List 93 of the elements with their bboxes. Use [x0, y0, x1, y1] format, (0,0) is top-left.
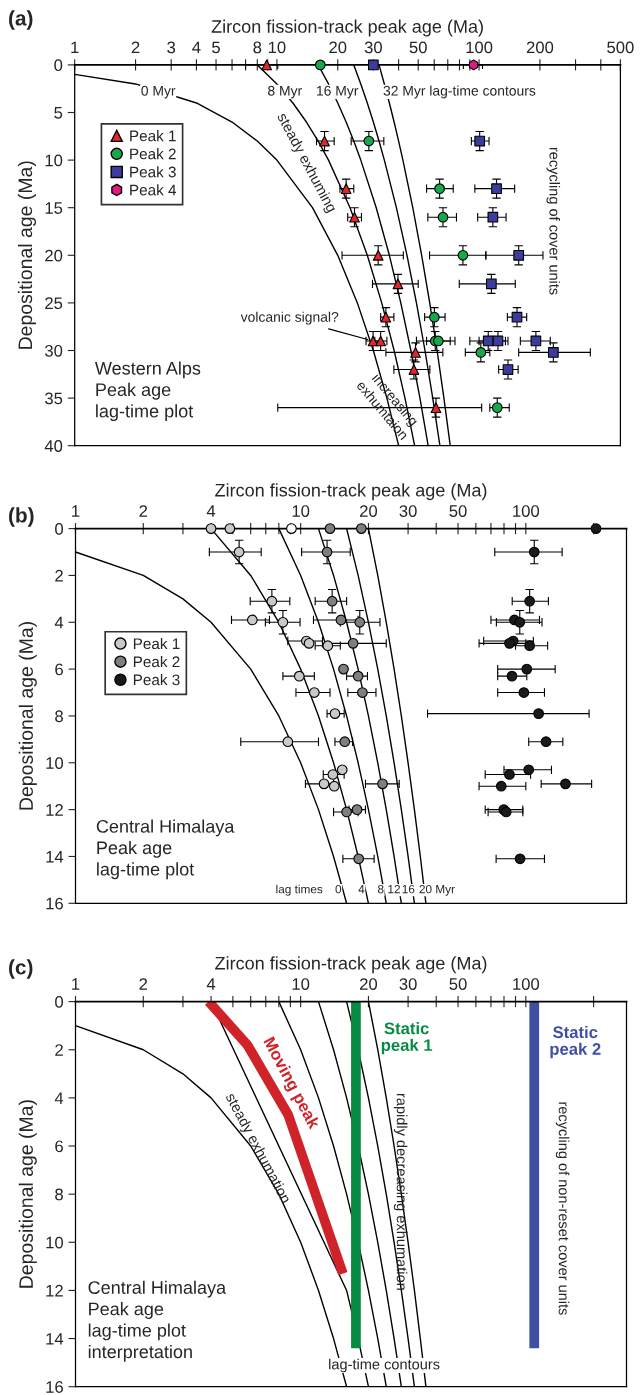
legend-label: Peak 2 — [130, 148, 176, 160]
legend-label: Peak 2 — [133, 655, 180, 668]
y-tick-label: 14 — [46, 851, 64, 863]
annotation: 0 — [335, 884, 342, 894]
y-tick-label: 6 — [55, 663, 63, 676]
x-axis-title: Zircon fission-track peak age (Ma) — [215, 483, 487, 501]
y-tick-label: 10 — [46, 1236, 64, 1249]
x-axis-title: Zircon fission-track peak age (Ma) — [215, 956, 487, 974]
y-tick-label: 14 — [46, 1333, 64, 1345]
x-tick-label: 1 — [72, 978, 80, 990]
y-tick-label: 4 — [54, 616, 64, 629]
annotation: Central Himalaya Peak age lag-time plot — [96, 819, 235, 880]
x-tick-label: 10 — [292, 505, 310, 517]
y-tick-label: 2 — [55, 1044, 63, 1056]
y-tick-label: 35 — [44, 392, 63, 405]
y-tick-label: 15 — [45, 202, 63, 214]
x-tick-label: 50 — [449, 978, 467, 990]
chart-title: (c) — [9, 959, 33, 979]
y-axis-title: Depositional age (Ma) — [18, 1100, 37, 1288]
annotation: volcanic signal? — [240, 311, 339, 325]
x-tick-label: 100 — [466, 41, 493, 54]
annotation: 4 — [358, 885, 365, 894]
y-tick-label: 4 — [54, 1092, 64, 1104]
x-tick-label: 5 — [212, 41, 220, 54]
y-tick-label: 0 — [55, 996, 64, 1008]
y-tick-label: 20 — [45, 249, 63, 262]
y-tick-label: 40 — [44, 440, 63, 452]
x-tick-label: 8 — [253, 41, 262, 54]
annotation: lag-time contours — [329, 1358, 440, 1373]
legend-label: Peak 4 — [130, 184, 177, 196]
annotation: 20 Myr — [419, 884, 455, 896]
x-tick-label: 30 — [364, 41, 382, 54]
annotation: 8 — [377, 884, 384, 894]
x-tick-label: 2 — [139, 505, 148, 517]
annotation: recycling of non-reset cover units — [555, 1102, 570, 1315]
y-tick-label: 0 — [55, 523, 64, 535]
x-tick-label: 500 — [607, 41, 634, 54]
y-tick-label: 10 — [45, 154, 63, 167]
chart-title: (a) — [9, 10, 33, 30]
x-tick-label: 4 — [206, 505, 216, 517]
legend-label: Peak 3 — [133, 674, 180, 686]
x-tick-label: 3 — [167, 41, 176, 54]
x-tick-label: 2 — [131, 41, 140, 54]
legend-label: Peak 1 — [130, 130, 176, 142]
legend-label: Peak 3 — [130, 166, 176, 178]
y-tick-label: 16 — [46, 1381, 63, 1393]
annotation: 12 — [388, 884, 400, 894]
series-label: Static peak 1 — [381, 1022, 433, 1055]
x-axis-title: Zircon fission-track peak age (Ma) — [211, 19, 483, 37]
y-tick-label: 8 — [55, 1188, 63, 1201]
x-tick-label: 200 — [526, 41, 554, 54]
x-tick-label: 1 — [71, 41, 79, 54]
y-axis-title: Depositional age (Ma) — [18, 622, 37, 810]
annotation: 16 Myr — [317, 85, 359, 99]
annotation: Central Himalaya Peak age lag-time plot interpretation — [88, 1280, 227, 1362]
chart-title: (b) — [9, 507, 34, 527]
annotation: rapidly decreasing exhumation — [393, 1093, 408, 1290]
y-axis-title: Depositional age (Ma) — [17, 161, 37, 349]
y-tick-label: 6 — [55, 1140, 63, 1153]
x-tick-label: 4 — [206, 978, 216, 990]
legend-label: Peak 1 — [133, 637, 180, 650]
x-tick-label: 30 — [399, 978, 417, 990]
x-tick-label: 20 — [360, 505, 378, 517]
annotation: 16 — [402, 884, 415, 894]
series-label: Static peak 2 — [550, 1025, 601, 1059]
y-tick-label: 10 — [46, 757, 64, 769]
y-tick-label: 2 — [55, 569, 63, 582]
y-tick-label: 12 — [46, 1284, 63, 1297]
x-tick-label: 1 — [72, 505, 80, 517]
x-tick-label: 10 — [268, 41, 286, 54]
annotation: 0 Myr — [141, 85, 176, 99]
y-tick-label: 0 — [54, 59, 63, 72]
y-tick-label: 5 — [54, 107, 63, 119]
annotation: recycling of cover units — [546, 147, 561, 295]
annotation: lag times — [276, 884, 323, 896]
x-tick-label: 20 — [329, 41, 347, 54]
x-tick-label: 20 — [360, 978, 378, 990]
x-tick-label: 50 — [409, 41, 427, 54]
y-tick-label: 25 — [45, 297, 63, 310]
y-tick-label: 16 — [46, 897, 63, 910]
y-tick-label: 12 — [46, 804, 63, 816]
x-tick-label: 50 — [449, 505, 467, 517]
x-tick-label: 2 — [139, 978, 148, 990]
x-tick-label: 10 — [292, 978, 310, 990]
x-tick-label: 30 — [399, 505, 417, 517]
annotation: Western Alps Peak age lag-time plot — [94, 361, 201, 422]
x-tick-label: 100 — [513, 505, 540, 517]
annotation: 8 Myr — [268, 85, 302, 99]
y-tick-label: 8 — [55, 710, 63, 723]
x-tick-label: 4 — [192, 41, 201, 54]
y-tick-label: 30 — [44, 344, 63, 357]
annotation: 32 Myr lag-time contours — [383, 85, 536, 99]
x-tick-label: 100 — [513, 978, 540, 990]
